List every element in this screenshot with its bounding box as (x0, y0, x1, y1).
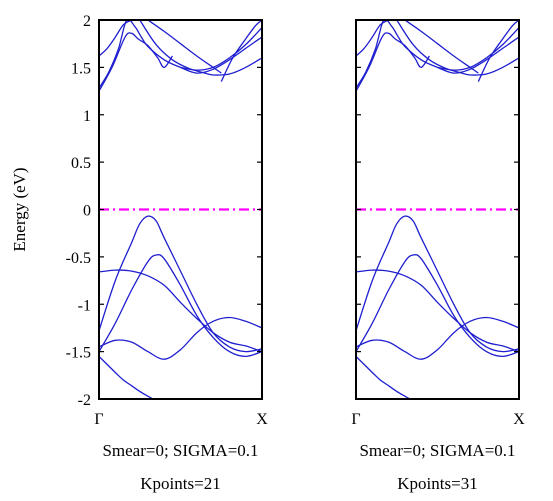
band-line-4 (147, 20, 222, 74)
band-line-9 (356, 253, 519, 358)
band-line-11 (99, 316, 262, 360)
band-panel-1: 2 1.5 1 0.5 0 -0.5 -1 -1.5 -2Γ X Energy (eV) Smear=… (10, 13, 268, 493)
band-line-12 (99, 355, 154, 399)
band-lines (356, 20, 519, 399)
band-line-8 (99, 215, 262, 353)
band-line-10 (99, 269, 262, 353)
band-line-2 (356, 32, 430, 92)
x-tick-label-gamma: Γ (351, 411, 360, 428)
y-tick-label: 1 (83, 108, 91, 125)
x-tick-label-gamma: Γ (94, 411, 103, 428)
band-line-6 (437, 27, 519, 71)
y-tick-label: 2 (83, 13, 91, 30)
caption-smear: Smear=0; SIGMA=0.1 (359, 441, 515, 460)
band-line-8 (356, 215, 519, 353)
band-line-3 (99, 20, 132, 57)
band-line-5 (396, 20, 519, 76)
band-line-1 (356, 20, 519, 89)
caption-kpoints: Kpoints=31 (397, 474, 477, 493)
band-lines (99, 20, 262, 399)
y-tick-label: -1 (78, 297, 91, 314)
band-line-7 (477, 20, 519, 82)
band-line-2 (99, 32, 173, 92)
band-line-11 (356, 316, 519, 360)
y-tick-label: -2 (78, 392, 91, 409)
band-line-4 (404, 20, 479, 74)
y-axis-title: Energy (eV) (10, 167, 29, 251)
x-tick-label-x: X (256, 411, 268, 428)
band-line-7 (220, 20, 262, 82)
caption-smear: Smear=0; SIGMA=0.1 (102, 441, 258, 460)
y-tick-label: 0 (83, 203, 91, 220)
band-line-10 (356, 269, 519, 353)
band-panel-2: Γ X Smear=0; SIGMA=0.1 Kpoints=31 (351, 19, 525, 493)
band-line-1 (99, 20, 262, 89)
y-tick-label: -1.5 (66, 345, 91, 362)
x-tick-label-x: X (513, 411, 525, 428)
band-line-9 (99, 253, 262, 358)
band-line-5 (139, 20, 262, 76)
band-line-3 (356, 20, 389, 57)
band-line-12 (356, 355, 411, 399)
caption-kpoints: Kpoints=21 (140, 474, 220, 493)
y-tick-label: 0.5 (71, 155, 91, 172)
y-tick-label: 1.5 (71, 60, 91, 77)
band-line-6 (180, 27, 262, 71)
y-tick-label: -0.5 (66, 250, 91, 267)
